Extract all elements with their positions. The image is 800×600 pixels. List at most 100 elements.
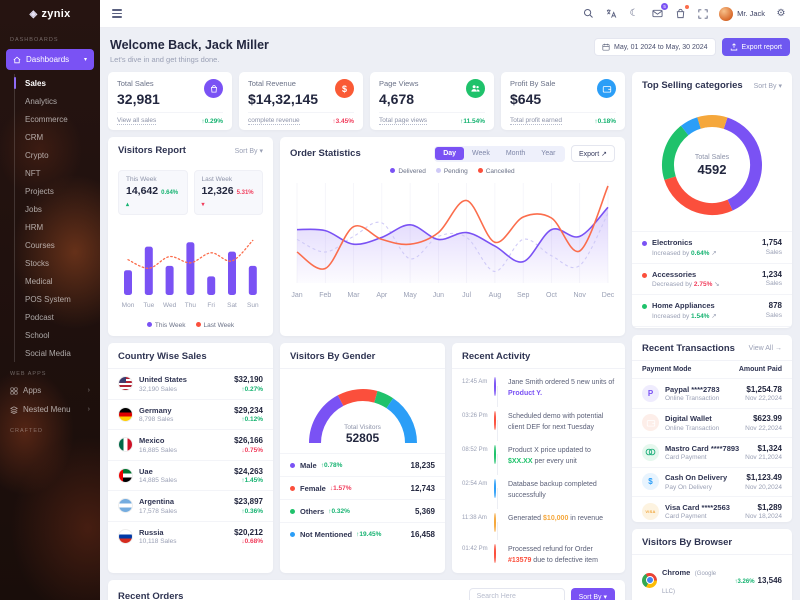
sidebar: ◈ zynix DASHBOARDS Dashboards ▾ Sales Ana… <box>0 0 100 600</box>
sidebar-item-apps[interactable]: Apps › <box>0 381 100 400</box>
country-row[interactable]: Uae 14,885 Sales $24,263 ↑1.45% <box>108 461 273 491</box>
calendar-icon <box>602 43 610 51</box>
sidebar-item-nft[interactable]: NFT <box>25 168 41 178</box>
stat-link[interactable]: complete revenue <box>248 117 300 125</box>
dark-mode-icon[interactable]: ☾ <box>629 8 639 19</box>
sort-by-dropdown[interactable]: Sort By ▾ <box>234 147 263 155</box>
sidebar-item-sales[interactable]: Sales <box>14 74 100 92</box>
sidebar-item-projects[interactable]: Projects <box>25 186 54 196</box>
sidebar-item-courses[interactable]: Courses <box>25 240 55 250</box>
country-row[interactable]: Germany 8,798 Sales $29,234 ↑0.12% <box>108 400 273 430</box>
flag-ae-icon <box>118 467 133 483</box>
order-stats-tabs: Day Week Month Year <box>433 145 565 162</box>
transaction-row[interactable]: VISA Visa Card ****2563 Card Payment $1,2… <box>632 497 792 522</box>
tab-week[interactable]: Week <box>472 150 490 157</box>
home-icon <box>13 56 21 63</box>
translate-icon[interactable] <box>604 7 618 21</box>
mail-icon[interactable]: 5 <box>650 2 669 21</box>
activity-item: 03:26 Pm Scheduled demo with potential c… <box>452 406 625 441</box>
visitors-bar-chart: Mon Tue Wed Thu Fri Sat Sun <box>122 239 259 309</box>
page-header: Welcome Back, Jack Miller Let's dive in … <box>110 38 790 64</box>
menu-toggle-icon[interactable] <box>112 9 122 18</box>
sidebar-item-ecommerce[interactable]: Ecommerce <box>25 114 68 124</box>
transaction-row[interactable]: Mastro Card ****7893 Card Payment $1,324 N… <box>632 438 792 468</box>
settings-gear-icon[interactable]: ⚙ <box>776 8 786 19</box>
last-week-stat: Last Week 12,326 5.31% ▾ <box>193 170 263 215</box>
stat-link[interactable]: Total profit earned <box>510 117 563 125</box>
category-row[interactable]: Electronics Increased by 0.64% ↗ 1,754 Sa… <box>632 231 792 263</box>
transaction-row[interactable]: $ Cash On Delivery Pay On Delivery $1,123… <box>632 468 792 497</box>
svg-text:Sat: Sat <box>227 302 237 309</box>
svg-text:Wed: Wed <box>163 302 177 309</box>
stat-delta: ↑11.54% <box>460 117 485 125</box>
sidebar-item-crm[interactable]: CRM <box>25 132 44 142</box>
stats-cards-row: Total Sales 32,981 View all sales ↑0.29%… <box>108 72 625 130</box>
this-week-stat: This Week 14,642 0.64% ▴ <box>118 170 188 215</box>
browsers-list: Chrome (Google LLC) ↑3.26%13,546 e Edge … <box>632 555 792 600</box>
category-row[interactable]: Accessories Decreased by 2.75% ↘ 1,234 Sa… <box>632 262 792 295</box>
page-title: Welcome Back, Jack Miller <box>110 38 269 52</box>
recent-activity-panel: Recent Activity 12:45 Am Jane Smith orde… <box>452 343 625 573</box>
user-menu[interactable]: Mr. Jack <box>719 6 765 21</box>
fullscreen-icon[interactable] <box>696 7 710 21</box>
transaction-row[interactable]: Digital Wallet Online Transaction $623.99… <box>632 409 792 438</box>
sidebar-item-school[interactable]: School <box>25 330 50 340</box>
stat-delta: ↑0.29% <box>201 117 223 125</box>
export-icon <box>730 43 737 51</box>
sidebar-item-hrm[interactable]: HRM <box>25 222 44 232</box>
dollar-icon: $ <box>335 79 354 98</box>
stat-link[interactable]: Total page views <box>379 117 428 125</box>
sidebar-section-dashboards: DASHBOARDS <box>10 37 59 43</box>
stat-value: $645 <box>510 91 542 107</box>
activity-dot <box>494 377 496 396</box>
country-row[interactable]: Argentina 17,578 Sales $23,897 ↑0.36% <box>108 491 273 522</box>
orders-sort-button[interactable]: Sort By ▾ <box>570 588 615 600</box>
category-row[interactable]: Beauty Products Increased by 1.54% ↗ 270… <box>632 325 792 329</box>
gauge-center-label: Total Visitors <box>344 424 381 431</box>
country-row[interactable]: Mexico 16,885 Sales $26,166 ↓0.75% <box>108 430 273 461</box>
transaction-row[interactable]: P Paypal ****2783 Online Transaction $1,2… <box>632 379 792 409</box>
export-button[interactable]: Export ↗ <box>570 145 615 162</box>
svg-text:Feb: Feb <box>319 292 331 299</box>
category-row[interactable]: Home Appliances Increased by 1.54% ↗ 878… <box>632 294 792 326</box>
activity-item: 08:52 Pm Product X price updated to $XX.… <box>452 440 625 475</box>
sidebar-item-crypto[interactable]: Crypto <box>25 150 49 160</box>
stat-title: Profit By Sale <box>510 79 556 88</box>
cart-icon[interactable] <box>673 4 690 21</box>
sidebar-item-social-media[interactable]: Social Media <box>25 348 71 358</box>
bag-icon <box>204 79 223 98</box>
export-report-button[interactable]: Export report <box>721 38 790 56</box>
stat-link[interactable]: View all sales <box>117 117 157 125</box>
sidebar-item-dashboards[interactable]: Dashboards ▾ <box>6 49 94 70</box>
chevron-right-icon: › <box>87 387 90 394</box>
svg-text:Sep: Sep <box>517 292 530 299</box>
sidebar-item-medical[interactable]: Medical <box>25 276 53 286</box>
tab-day[interactable]: Day <box>435 147 465 160</box>
date-range-picker[interactable]: May, 01 2024 to May, 30 2024 <box>594 38 716 56</box>
view-all-link[interactable]: View All → <box>748 345 782 352</box>
sidebar-item-analytics[interactable]: Analytics <box>25 96 58 106</box>
stat-card-total-sales: Total Sales 32,981 View all sales ↑0.29% <box>108 72 232 130</box>
tab-month[interactable]: Month <box>505 150 526 157</box>
gender-panel: Visitors By Gender Total Visitors 52805 … <box>280 343 445 573</box>
sidebar-item-jobs[interactable]: Jobs <box>25 204 42 214</box>
stat-delta: ↑3.45% <box>332 117 354 125</box>
svg-text:Dec: Dec <box>602 292 615 299</box>
sidebar-item-stocks[interactable]: Stocks <box>25 258 50 268</box>
brand-logo[interactable]: ◈ zynix <box>0 0 100 28</box>
browser-row: Chrome (Google LLC) ↑3.26% 13,546 <box>632 555 792 600</box>
activity-timeline: 12:45 Am Jane Smith ordered 5 new units … <box>452 369 625 573</box>
sidebar-item-nested-menu[interactable]: Nested Menu › <box>0 400 100 419</box>
activity-dot <box>494 479 496 498</box>
sidebar-item-podcast[interactable]: Podcast <box>25 312 54 322</box>
search-icon[interactable] <box>581 7 595 21</box>
cart-dot-badge <box>685 4 690 9</box>
country-row[interactable]: Russia 10,118 Sales $20,212 ↓0.68% <box>108 522 273 552</box>
sidebar-item-pos-system[interactable]: POS System <box>25 294 71 304</box>
tab-year[interactable]: Year <box>541 150 556 157</box>
country-row[interactable]: United States 32,190 Sales $32,190 ↑0.27% <box>108 369 273 400</box>
orders-search-input[interactable] <box>468 588 565 600</box>
stat-value: $14,32,145 <box>248 91 319 107</box>
sort-by-dropdown[interactable]: Sort By ▾ <box>753 82 782 90</box>
